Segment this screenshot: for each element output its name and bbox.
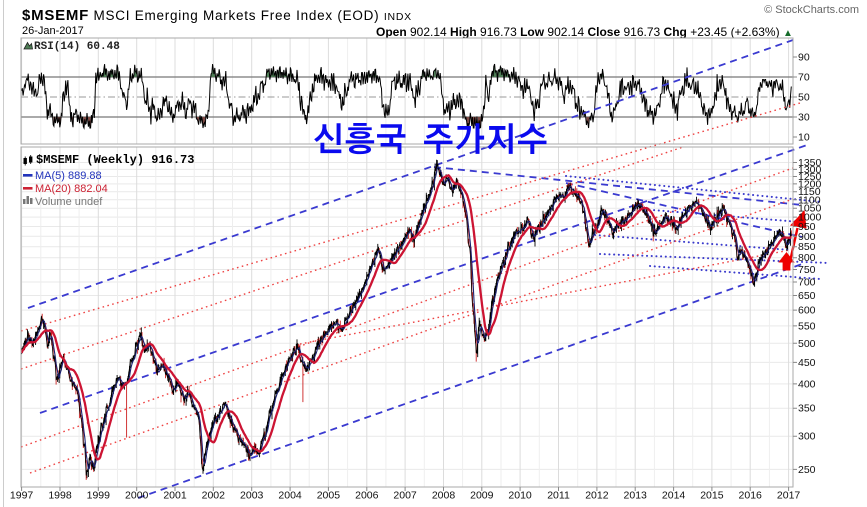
svg-text:1150: 1150	[798, 186, 821, 198]
svg-text:450: 450	[798, 357, 816, 369]
svg-text:950: 950	[798, 221, 816, 233]
svg-text:1997: 1997	[10, 490, 34, 502]
svg-text:2016: 2016	[739, 490, 763, 502]
svg-text:2004: 2004	[278, 490, 302, 502]
svg-text:2010: 2010	[508, 490, 532, 502]
svg-text:350: 350	[798, 403, 816, 415]
svg-text:2006: 2006	[355, 490, 379, 502]
svg-text:1999: 1999	[87, 490, 111, 502]
svg-text:2005: 2005	[317, 490, 341, 502]
svg-text:300: 300	[798, 431, 816, 443]
svg-text:2012: 2012	[585, 490, 609, 502]
svg-text:2015: 2015	[700, 490, 724, 502]
svg-text:2013: 2013	[624, 490, 648, 502]
svg-text:1998: 1998	[48, 490, 72, 502]
svg-text:900: 900	[798, 231, 816, 243]
svg-text:1000: 1000	[798, 212, 822, 224]
svg-text:2007: 2007	[393, 490, 417, 502]
svg-text:1100: 1100	[798, 194, 821, 206]
svg-text:10: 10	[798, 132, 810, 144]
svg-text:30: 30	[798, 112, 810, 124]
svg-text:850: 850	[798, 241, 816, 253]
svg-text:2014: 2014	[662, 490, 686, 502]
svg-text:1350: 1350	[798, 157, 822, 169]
svg-text:750: 750	[798, 264, 816, 276]
svg-text:1050: 1050	[798, 203, 822, 215]
svg-text:2017: 2017	[777, 490, 801, 502]
svg-text:70: 70	[798, 72, 810, 84]
svg-text:2009: 2009	[470, 490, 494, 502]
svg-text:2001: 2001	[163, 490, 187, 502]
svg-text:1250: 1250	[798, 171, 822, 183]
svg-text:1200: 1200	[798, 178, 822, 190]
svg-text:2003: 2003	[240, 490, 264, 502]
svg-text:500: 500	[798, 338, 816, 350]
svg-text:400: 400	[798, 378, 816, 390]
svg-text:800: 800	[798, 252, 816, 264]
svg-text:2000: 2000	[125, 490, 149, 502]
svg-text:650: 650	[798, 290, 816, 302]
svg-text:1300: 1300	[798, 164, 822, 176]
svg-text:2002: 2002	[202, 490, 226, 502]
svg-text:600: 600	[798, 305, 816, 317]
svg-text:90: 90	[798, 52, 810, 64]
svg-text:2011: 2011	[547, 490, 570, 502]
svg-text:2008: 2008	[432, 490, 456, 502]
svg-text:550: 550	[798, 320, 816, 332]
svg-text:50: 50	[798, 92, 810, 104]
svg-text:250: 250	[798, 464, 816, 476]
svg-text:700: 700	[798, 277, 816, 289]
